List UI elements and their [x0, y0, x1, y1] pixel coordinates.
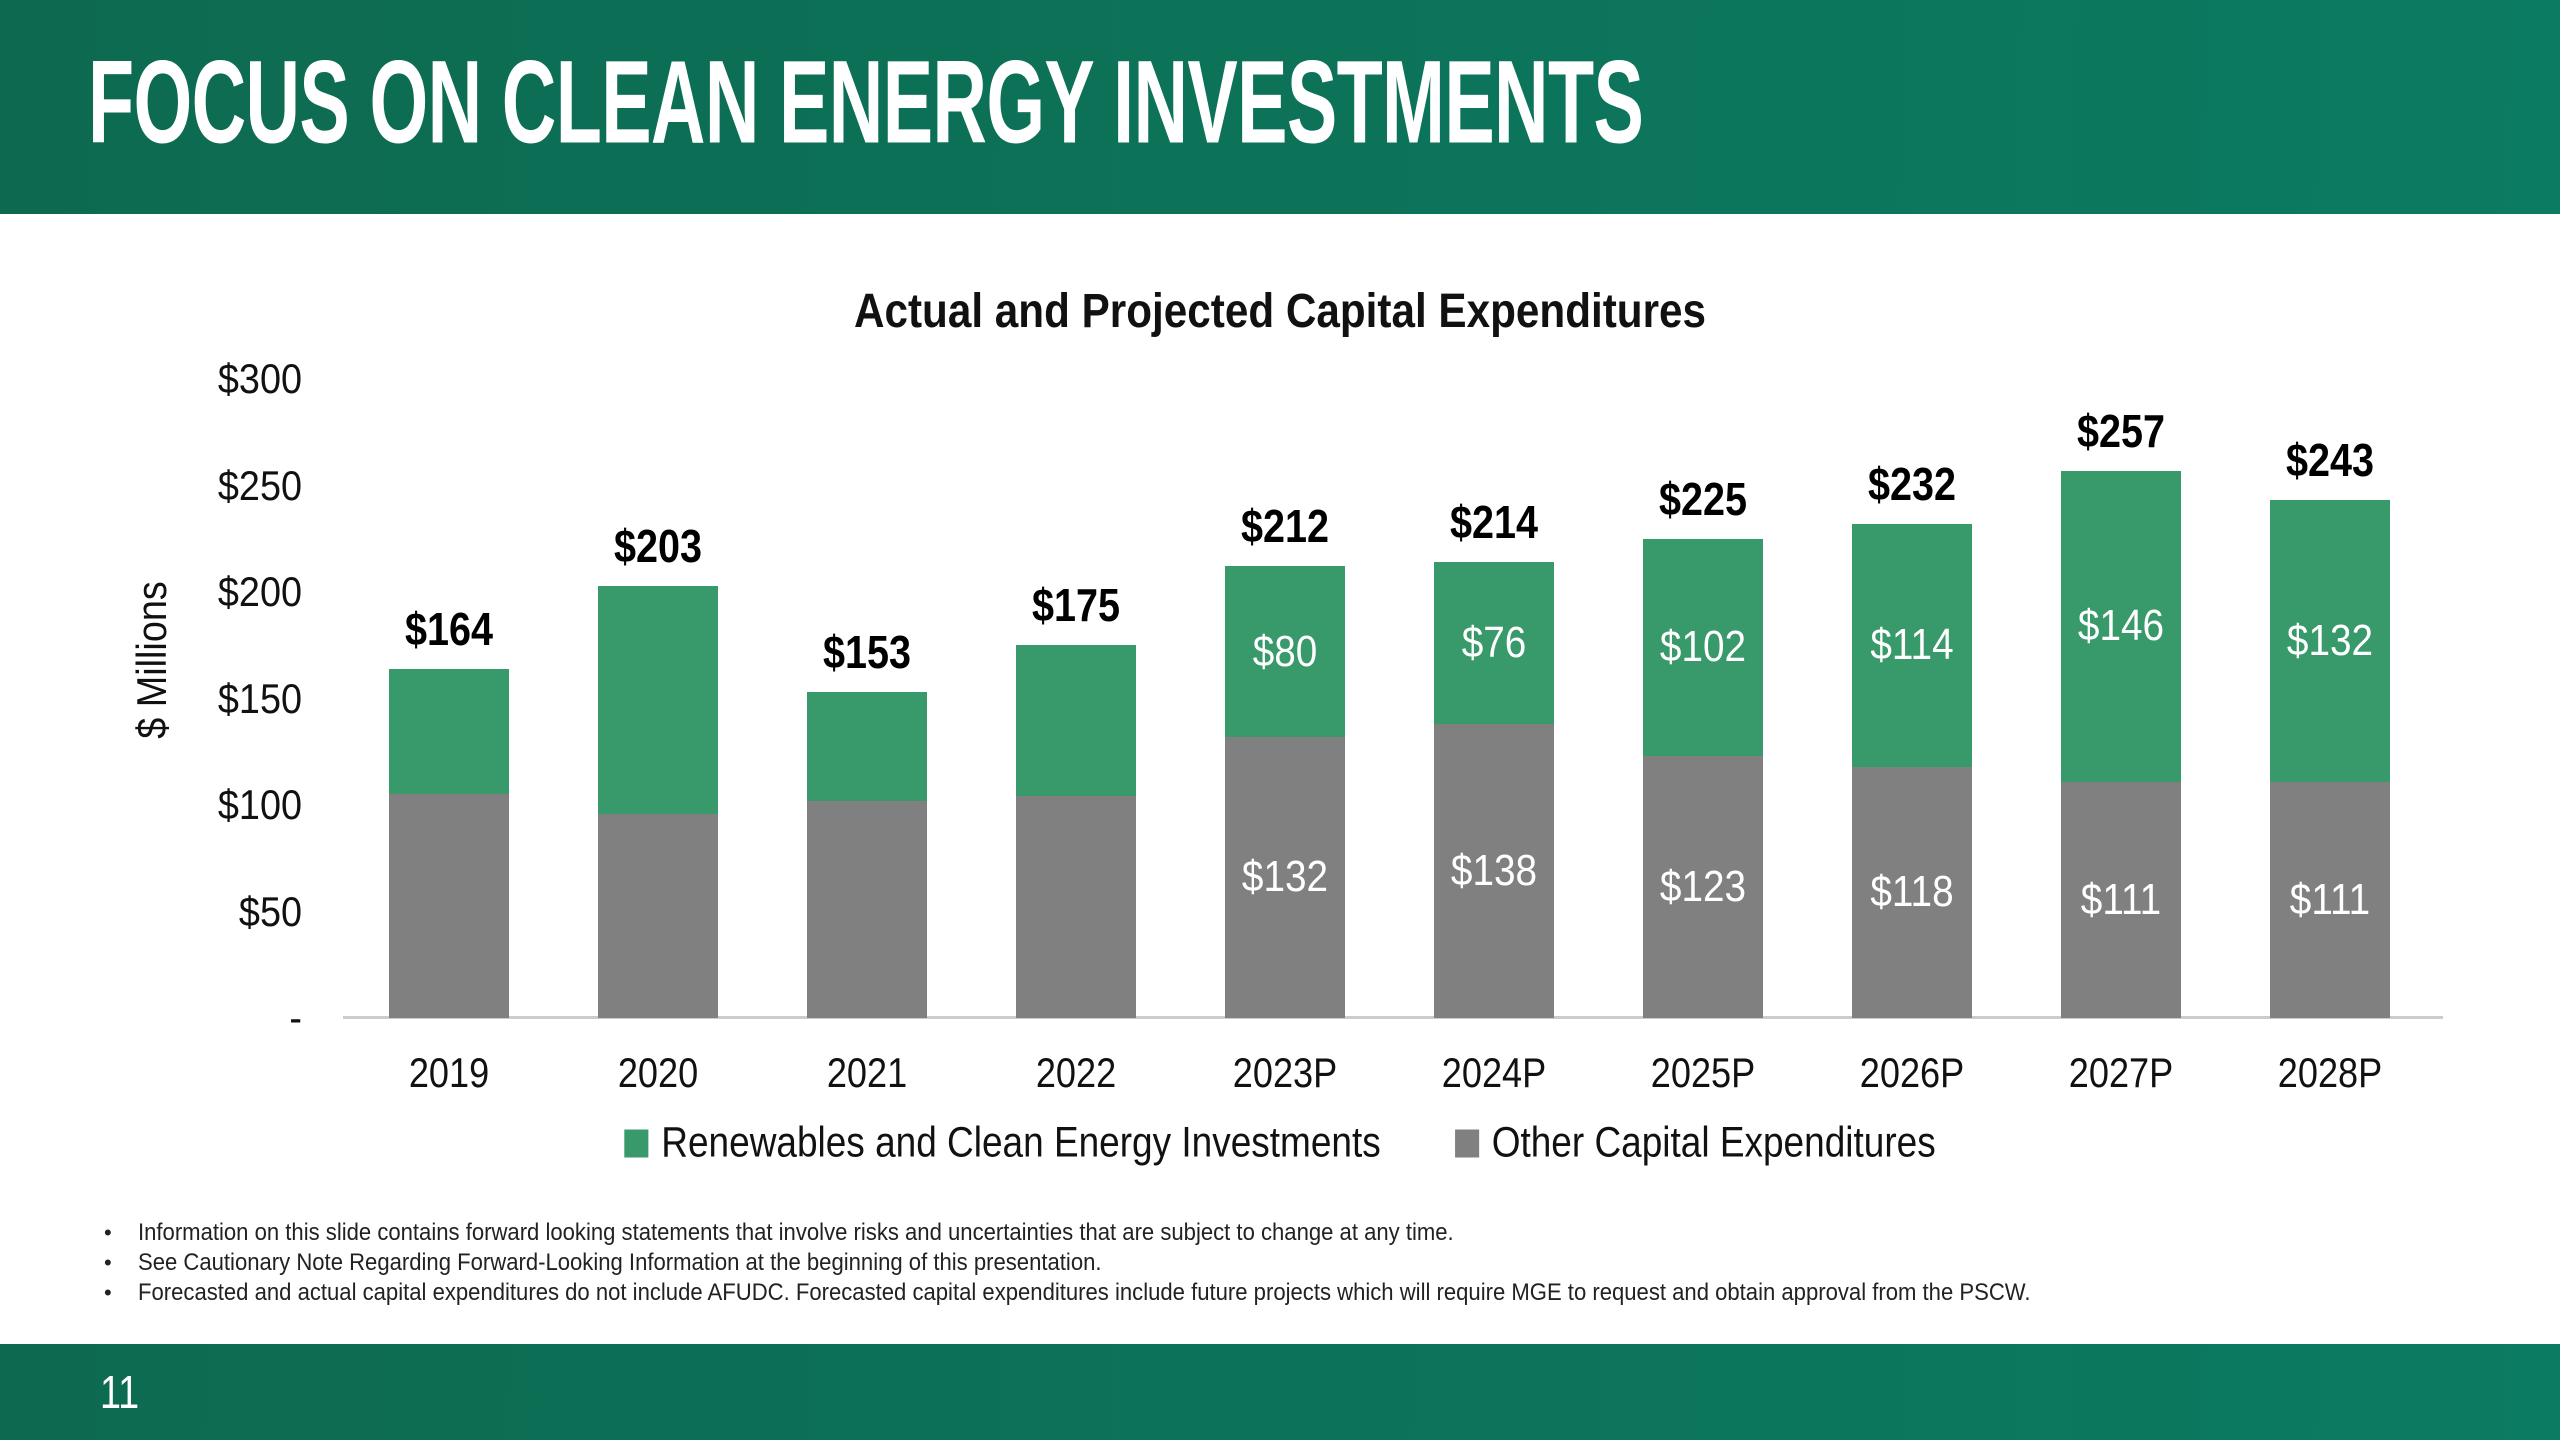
segment-value-label: $132 [2286, 615, 2374, 665]
x-axis-category-label: 2020 [617, 1049, 699, 1096]
chart-legend: Renewables and Clean Energy Investments O… [624, 1118, 1936, 1167]
bar-segment-other [1852, 766, 1972, 1018]
bar-segment-other [807, 800, 927, 1018]
bar-total-label: $212 [1240, 500, 1330, 553]
bar-total-label: $232 [1867, 457, 1957, 510]
bar-segment-renewables [2270, 500, 2390, 782]
slide-footer: 11 [0, 1344, 2560, 1440]
bar-segment-other [1016, 796, 1136, 1018]
bar-segment-renewables [598, 585, 718, 814]
bar-segment-other [1434, 724, 1554, 1018]
footnote-text: Information on this slide contains forwa… [138, 1219, 1454, 1246]
x-axis-line [343, 1016, 2443, 1019]
footnote-text: Forecasted and actual capital expenditur… [138, 1279, 2031, 1306]
bullet-icon: • [104, 1220, 112, 1245]
segment-value-label: $132 [1241, 852, 1329, 902]
y-tick-label: $50 [238, 887, 302, 935]
bullet-icon: • [104, 1250, 112, 1275]
segment-value-label: $102 [1659, 622, 1747, 672]
slide-title: FOCUS ON CLEAN ENERGY INVESTMENTS [88, 36, 1644, 169]
segment-value-label: $114 [1870, 620, 1954, 670]
bar-total-label: $243 [2285, 434, 2375, 487]
bar-segment-other [598, 813, 718, 1018]
bar-total-label: $203 [613, 519, 703, 572]
legend-swatch-icon [624, 1129, 649, 1157]
bar-segment-renewables [807, 692, 927, 801]
y-tick-label: $250 [217, 461, 302, 509]
x-axis-category-label: 2021 [826, 1049, 908, 1096]
slide-header: FOCUS ON CLEAN ENERGY INVESTMENTS [0, 0, 2560, 214]
footnote-item: • See Cautionary Note Regarding Forward-L… [104, 1249, 2195, 1282]
segment-value-label: $123 [1659, 862, 1747, 911]
footnote-item: • Information on this slide contains forw… [104, 1219, 2195, 1252]
x-axis-category-label: 2025P [1650, 1049, 1756, 1096]
x-axis-category-label: 2023P [1232, 1049, 1338, 1096]
bar-total-label: $225 [1658, 472, 1748, 525]
segment-value-label: $146 [2077, 601, 2165, 651]
bar-segment-other [2061, 781, 2181, 1018]
legend-swatch-icon [1454, 1129, 1479, 1157]
segment-value-label: $111 [2080, 874, 2162, 924]
x-axis-category-label: 2027P [2068, 1049, 2174, 1096]
bar-segment-other [389, 794, 509, 1018]
y-tick-label: - [289, 994, 302, 1041]
segment-value-label: $76 [1461, 618, 1527, 668]
chart-title: Actual and Projected Capital Expenditure… [853, 285, 1707, 338]
y-tick-label: $300 [217, 355, 302, 402]
footnotes: • Information on this slide contains forw… [104, 1219, 2195, 1312]
x-axis-category-label: 2028P [2277, 1049, 2383, 1096]
legend-entry: Renewables and Clean Energy Investments [624, 1118, 1381, 1167]
y-tick-label: $150 [217, 674, 302, 722]
segment-value-label: $138 [1450, 846, 1538, 896]
footnote-item: • Forecasted and actual capital expenditu… [104, 1279, 2195, 1312]
segment-value-label: $111 [2289, 874, 2371, 924]
bar-segment-other [1225, 736, 1345, 1018]
x-axis-category-label: 2026P [1859, 1049, 1965, 1096]
bar-total-label: $257 [2076, 404, 2166, 457]
y-tick-label: $100 [217, 781, 302, 828]
bar-total-label: $153 [822, 626, 912, 679]
y-tick-label: $200 [217, 568, 302, 615]
legend-label: Renewables and Clean Energy Investments [661, 1118, 1381, 1167]
bar-total-label: $214 [1449, 496, 1539, 549]
bar-segment-other [2270, 781, 2390, 1018]
bar-segment-renewables [2061, 470, 2181, 782]
x-axis-category-label: 2024P [1441, 1049, 1547, 1096]
legend-entry: Other Capital Expenditures [1454, 1118, 1936, 1167]
bar-segment-other [1643, 756, 1763, 1018]
bar-segment-renewables [1225, 566, 1345, 737]
bar-segment-renewables [389, 668, 509, 795]
legend-label: Other Capital Expenditures [1491, 1118, 1936, 1167]
bar-segment-renewables [1434, 562, 1554, 725]
x-axis-category-label: 2019 [408, 1049, 490, 1096]
segment-value-label: $80 [1252, 626, 1318, 676]
segment-value-label: $118 [1870, 867, 1954, 917]
bar-total-label: $164 [404, 602, 494, 655]
footnote-text: See Cautionary Note Regarding Forward-Lo… [138, 1249, 1102, 1276]
bar-segment-renewables [1016, 645, 1136, 797]
x-axis-category-label: 2022 [1035, 1049, 1117, 1096]
bar-segment-renewables [1852, 523, 1972, 767]
bar-total-label: $175 [1031, 579, 1121, 632]
bar-segment-renewables [1643, 538, 1763, 756]
page-number: 11 [100, 1366, 140, 1418]
bullet-icon: • [104, 1280, 112, 1305]
